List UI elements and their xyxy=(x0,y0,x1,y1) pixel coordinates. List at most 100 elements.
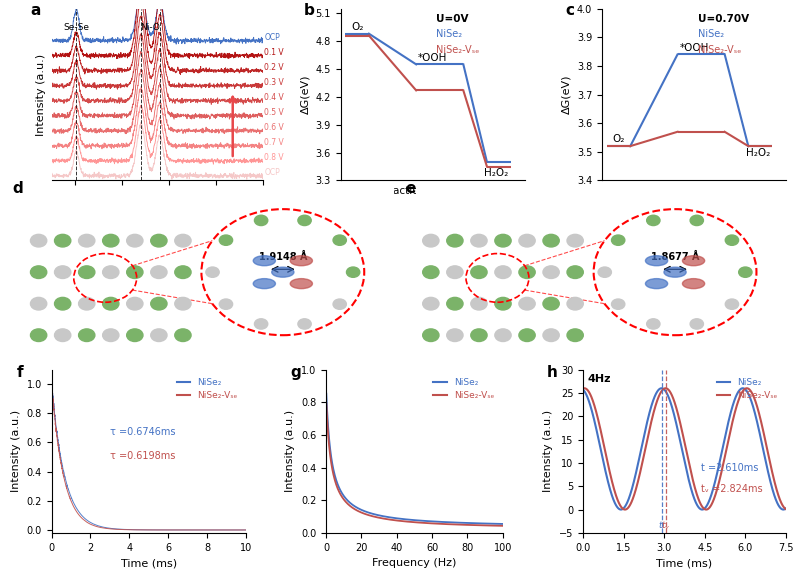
Circle shape xyxy=(206,267,219,277)
Circle shape xyxy=(567,234,584,247)
Y-axis label: Intensity (a.u.): Intensity (a.u.) xyxy=(286,410,295,492)
Text: e: e xyxy=(405,181,415,196)
Y-axis label: Intensity (a.u.): Intensity (a.u.) xyxy=(36,53,46,136)
Circle shape xyxy=(422,297,439,310)
Circle shape xyxy=(102,329,119,342)
Y-axis label: ΔG(eV): ΔG(eV) xyxy=(300,75,310,114)
Ellipse shape xyxy=(272,267,294,277)
Text: h: h xyxy=(546,364,557,380)
Circle shape xyxy=(175,266,191,278)
Circle shape xyxy=(422,329,439,342)
Circle shape xyxy=(127,297,143,310)
X-axis label: Frequency (Hz): Frequency (Hz) xyxy=(372,558,457,568)
Circle shape xyxy=(151,266,167,278)
Text: b: b xyxy=(304,3,314,18)
Legend: NiSe₂, NiSe₂-Vₛₑ: NiSe₂, NiSe₂-Vₛₑ xyxy=(173,374,241,404)
Text: OCP: OCP xyxy=(264,168,280,178)
Circle shape xyxy=(79,234,94,247)
Circle shape xyxy=(422,266,439,278)
Ellipse shape xyxy=(683,256,704,266)
Legend: NiSe₂, NiSe₂-Vₛₑ: NiSe₂, NiSe₂-Vₛₑ xyxy=(713,374,781,404)
Circle shape xyxy=(55,297,71,310)
Text: τ =0.6198ms: τ =0.6198ms xyxy=(110,452,175,461)
Circle shape xyxy=(102,297,119,310)
Circle shape xyxy=(127,234,143,247)
Text: 0.2 V: 0.2 V xyxy=(264,63,284,72)
Circle shape xyxy=(151,234,167,247)
Circle shape xyxy=(567,266,584,278)
Circle shape xyxy=(690,215,703,226)
Text: H₂O₂: H₂O₂ xyxy=(484,168,508,178)
Text: Se-Se: Se-Se xyxy=(64,23,89,32)
Ellipse shape xyxy=(664,267,686,277)
Text: NiSe₂: NiSe₂ xyxy=(437,29,462,39)
Circle shape xyxy=(254,215,268,226)
Circle shape xyxy=(543,266,559,278)
X-axis label: Raman shift (cm⁻¹): Raman shift (cm⁻¹) xyxy=(98,206,217,216)
Circle shape xyxy=(298,215,311,226)
Text: 4Hz: 4Hz xyxy=(587,375,611,384)
X-axis label: Reaction Coordinate: Reaction Coordinate xyxy=(380,186,486,196)
Text: 0.4 V: 0.4 V xyxy=(264,93,284,103)
Circle shape xyxy=(447,297,463,310)
Text: U=0V: U=0V xyxy=(437,14,468,23)
Circle shape xyxy=(30,329,47,342)
Circle shape xyxy=(646,215,660,226)
Circle shape xyxy=(598,267,611,277)
Text: NiSe₂: NiSe₂ xyxy=(698,29,724,39)
Circle shape xyxy=(471,329,487,342)
Circle shape xyxy=(175,329,191,342)
Circle shape xyxy=(30,266,47,278)
Text: $t_i$: $t_i$ xyxy=(658,519,665,532)
Text: 0.3 V: 0.3 V xyxy=(264,79,284,87)
Circle shape xyxy=(79,297,94,310)
Ellipse shape xyxy=(291,278,312,289)
Text: H₂O₂: H₂O₂ xyxy=(746,148,770,158)
Circle shape xyxy=(543,329,559,342)
Circle shape xyxy=(422,234,439,247)
Circle shape xyxy=(102,266,119,278)
Y-axis label: ΔG(eV): ΔG(eV) xyxy=(561,75,572,114)
Legend: NiSe₂, NiSe₂-Vₛₑ: NiSe₂, NiSe₂-Vₛₑ xyxy=(430,374,498,404)
Ellipse shape xyxy=(291,256,312,266)
Circle shape xyxy=(447,234,463,247)
Text: OCP: OCP xyxy=(264,33,280,42)
Text: Ni-O: Ni-O xyxy=(141,23,160,32)
Circle shape xyxy=(519,234,535,247)
Text: 0.7 V: 0.7 V xyxy=(264,139,284,147)
Circle shape xyxy=(102,234,119,247)
Circle shape xyxy=(55,329,71,342)
Circle shape xyxy=(471,297,487,310)
Text: tᵥ =2.824ms: tᵥ =2.824ms xyxy=(701,484,762,494)
Circle shape xyxy=(79,329,94,342)
Circle shape xyxy=(471,234,487,247)
Text: O₂: O₂ xyxy=(351,22,364,32)
Circle shape xyxy=(447,329,463,342)
Text: 1.9148 Å: 1.9148 Å xyxy=(259,252,307,262)
Circle shape xyxy=(471,266,487,278)
Text: d: d xyxy=(13,181,24,196)
Text: *OOH: *OOH xyxy=(418,53,447,62)
Circle shape xyxy=(151,297,167,310)
Circle shape xyxy=(543,297,559,310)
Text: τ =0.6746ms: τ =0.6746ms xyxy=(110,427,175,437)
X-axis label: Reaction Coordinate: Reaction Coordinate xyxy=(641,186,747,196)
Text: O₂: O₂ xyxy=(612,135,625,144)
Circle shape xyxy=(127,329,143,342)
Circle shape xyxy=(151,329,167,342)
Text: 0.6 V: 0.6 V xyxy=(264,123,284,132)
Circle shape xyxy=(567,329,584,342)
Circle shape xyxy=(333,299,346,309)
Ellipse shape xyxy=(646,278,668,289)
Text: *OOH: *OOH xyxy=(680,43,709,53)
Circle shape xyxy=(175,297,191,310)
Circle shape xyxy=(543,234,559,247)
Circle shape xyxy=(725,299,738,309)
Text: a: a xyxy=(30,3,40,18)
Circle shape xyxy=(495,234,511,247)
Text: U=0.70V: U=0.70V xyxy=(698,14,749,23)
Circle shape xyxy=(519,297,535,310)
Circle shape xyxy=(55,266,71,278)
Text: 0.8 V: 0.8 V xyxy=(264,154,284,163)
Text: c: c xyxy=(565,3,574,18)
